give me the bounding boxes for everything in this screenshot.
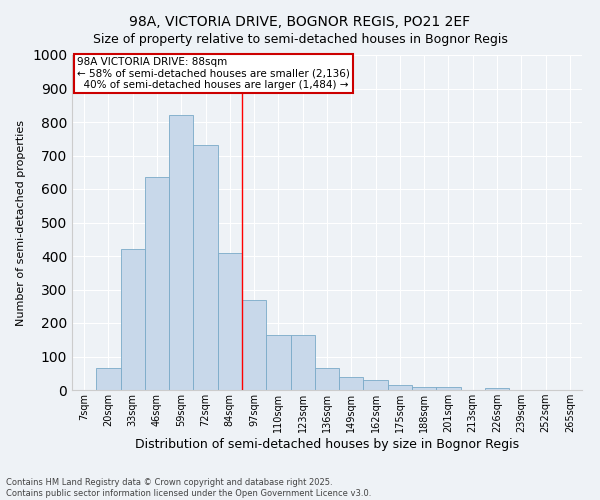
Bar bbox=[218, 252, 242, 390]
Bar bbox=[388, 385, 412, 390]
Bar bbox=[412, 386, 436, 390]
Text: 98A VICTORIA DRIVE: 88sqm
← 58% of semi-detached houses are smaller (2,136)
  40: 98A VICTORIA DRIVE: 88sqm ← 58% of semi-… bbox=[77, 56, 350, 90]
Y-axis label: Number of semi-detached properties: Number of semi-detached properties bbox=[16, 120, 26, 326]
Bar bbox=[121, 250, 145, 390]
Bar bbox=[436, 386, 461, 390]
Text: Size of property relative to semi-detached houses in Bognor Regis: Size of property relative to semi-detach… bbox=[92, 32, 508, 46]
Bar bbox=[290, 334, 315, 390]
Bar bbox=[169, 116, 193, 390]
Bar bbox=[364, 380, 388, 390]
Text: Contains HM Land Registry data © Crown copyright and database right 2025.
Contai: Contains HM Land Registry data © Crown c… bbox=[6, 478, 371, 498]
Bar bbox=[242, 300, 266, 390]
Bar bbox=[339, 376, 364, 390]
X-axis label: Distribution of semi-detached houses by size in Bognor Regis: Distribution of semi-detached houses by … bbox=[135, 438, 519, 451]
Bar bbox=[96, 368, 121, 390]
Bar bbox=[485, 388, 509, 390]
Bar bbox=[145, 178, 169, 390]
Text: 98A, VICTORIA DRIVE, BOGNOR REGIS, PO21 2EF: 98A, VICTORIA DRIVE, BOGNOR REGIS, PO21 … bbox=[130, 15, 470, 29]
Bar bbox=[315, 368, 339, 390]
Bar bbox=[266, 334, 290, 390]
Bar bbox=[193, 146, 218, 390]
